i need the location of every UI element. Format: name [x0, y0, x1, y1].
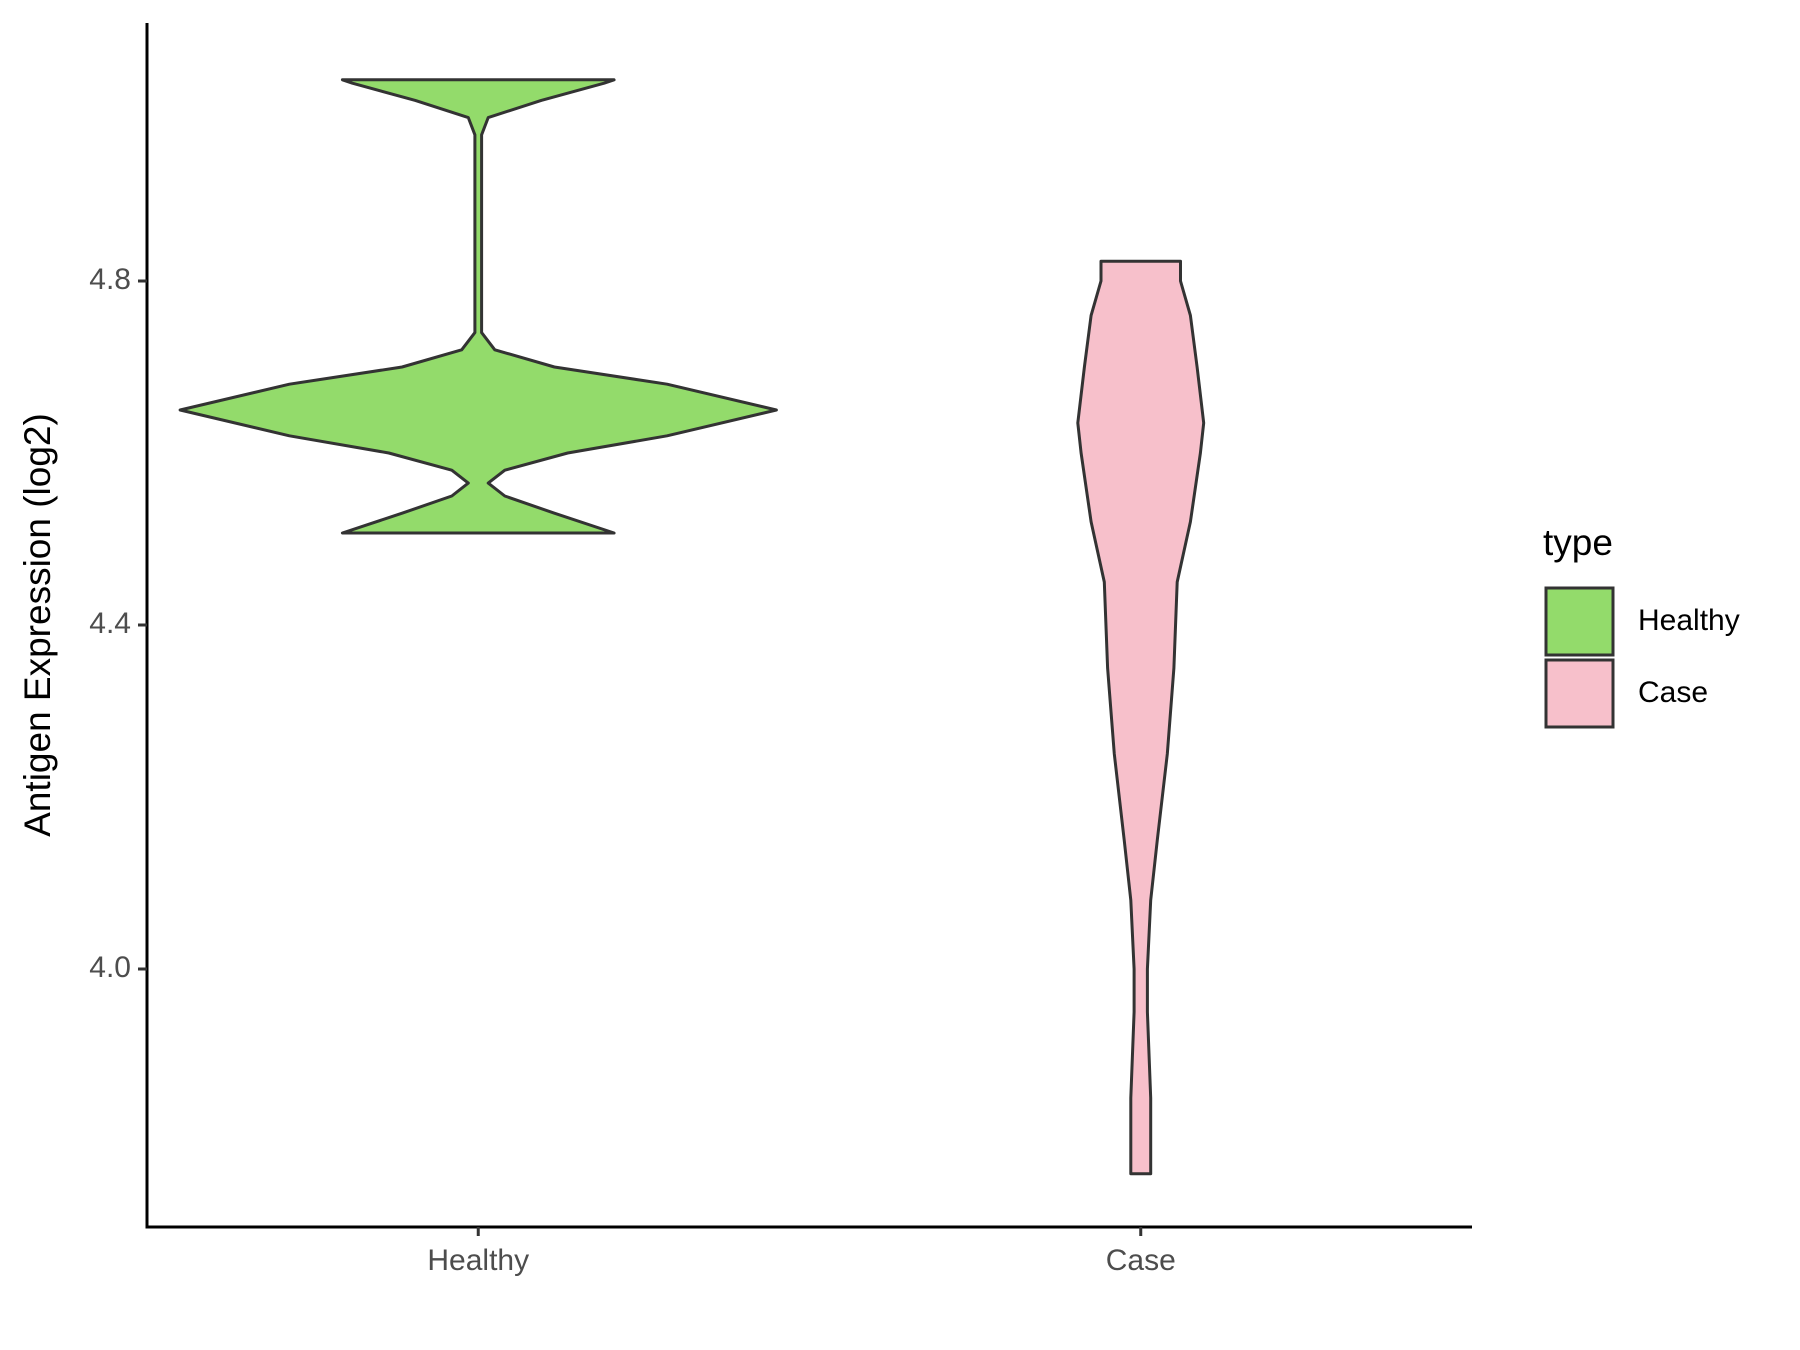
- x-tick-label: Healthy: [427, 1244, 529, 1277]
- legend-title: type: [1543, 522, 1613, 563]
- y-tick-label: 4.8: [89, 263, 131, 296]
- violin: [1076, 259, 1206, 1176]
- y-tick-label: 4.0: [89, 951, 131, 984]
- legend-label: Case: [1638, 676, 1708, 709]
- legend-key: [1544, 658, 1615, 729]
- legend-label: Healthy: [1638, 604, 1740, 637]
- violin: [178, 78, 778, 535]
- y-tick-label: 4.4: [89, 607, 131, 640]
- x-tick-label: Case: [1106, 1244, 1176, 1277]
- y-axis-title: Antigen Expression (log2): [17, 413, 58, 837]
- legend-key: [1544, 586, 1615, 657]
